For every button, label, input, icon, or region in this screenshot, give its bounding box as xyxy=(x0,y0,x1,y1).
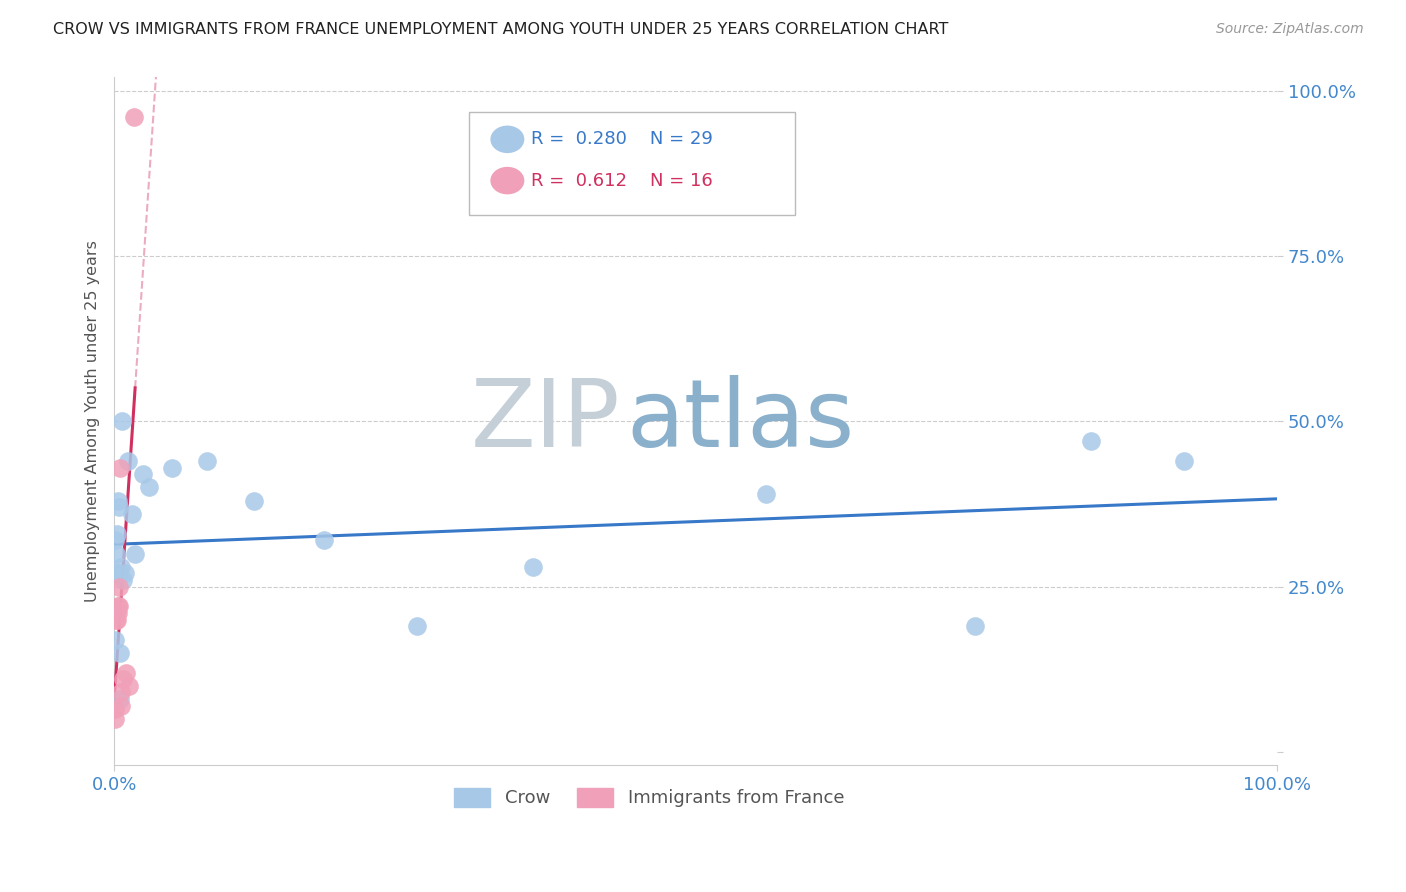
Point xyxy=(312,533,335,548)
Point xyxy=(108,646,131,660)
Point xyxy=(107,493,129,508)
Text: Source: ZipAtlas.com: Source: ZipAtlas.com xyxy=(1216,22,1364,37)
Point xyxy=(104,712,127,726)
Point xyxy=(107,566,129,581)
Point xyxy=(105,566,128,581)
Point xyxy=(104,533,127,548)
Point xyxy=(162,460,184,475)
Point xyxy=(963,619,986,633)
Point xyxy=(405,619,427,633)
Point xyxy=(242,493,264,508)
Point xyxy=(117,454,139,468)
Ellipse shape xyxy=(491,127,523,153)
Point xyxy=(111,414,134,428)
Point xyxy=(138,480,160,494)
Point xyxy=(108,599,131,614)
Point xyxy=(105,603,128,617)
Point xyxy=(114,665,136,680)
Point xyxy=(108,500,131,515)
Legend: Crow, Immigrants from France: Crow, Immigrants from France xyxy=(447,780,852,814)
Y-axis label: Unemployment Among Youth under 25 years: Unemployment Among Youth under 25 years xyxy=(86,240,100,602)
Text: R =  0.280    N = 29: R = 0.280 N = 29 xyxy=(530,130,713,148)
Point xyxy=(107,606,129,620)
Point xyxy=(522,559,544,574)
Point xyxy=(195,454,218,468)
Point xyxy=(124,547,146,561)
Point xyxy=(121,507,143,521)
Text: R =  0.612    N = 16: R = 0.612 N = 16 xyxy=(530,171,713,190)
Point xyxy=(114,566,136,581)
Point xyxy=(122,110,145,124)
Text: atlas: atlas xyxy=(626,376,855,467)
Point xyxy=(105,613,128,627)
Point xyxy=(104,547,127,561)
Point xyxy=(108,692,131,706)
Point xyxy=(108,580,131,594)
Point xyxy=(1080,434,1102,449)
Point xyxy=(132,467,155,482)
Ellipse shape xyxy=(491,168,523,194)
Point xyxy=(755,487,778,501)
FancyBboxPatch shape xyxy=(470,112,794,215)
Point xyxy=(105,526,128,541)
Point xyxy=(110,685,132,699)
Point xyxy=(104,632,127,647)
Point xyxy=(112,672,135,686)
Point xyxy=(108,460,131,475)
Text: CROW VS IMMIGRANTS FROM FRANCE UNEMPLOYMENT AMONG YOUTH UNDER 25 YEARS CORRELATI: CROW VS IMMIGRANTS FROM FRANCE UNEMPLOYM… xyxy=(53,22,949,37)
Point xyxy=(104,613,127,627)
Point xyxy=(112,573,135,587)
Text: ZIP: ZIP xyxy=(471,376,620,467)
Point xyxy=(118,679,141,693)
Point xyxy=(110,559,132,574)
Point xyxy=(1173,454,1195,468)
Point xyxy=(110,698,132,713)
Point xyxy=(104,702,127,716)
Point xyxy=(107,599,129,614)
